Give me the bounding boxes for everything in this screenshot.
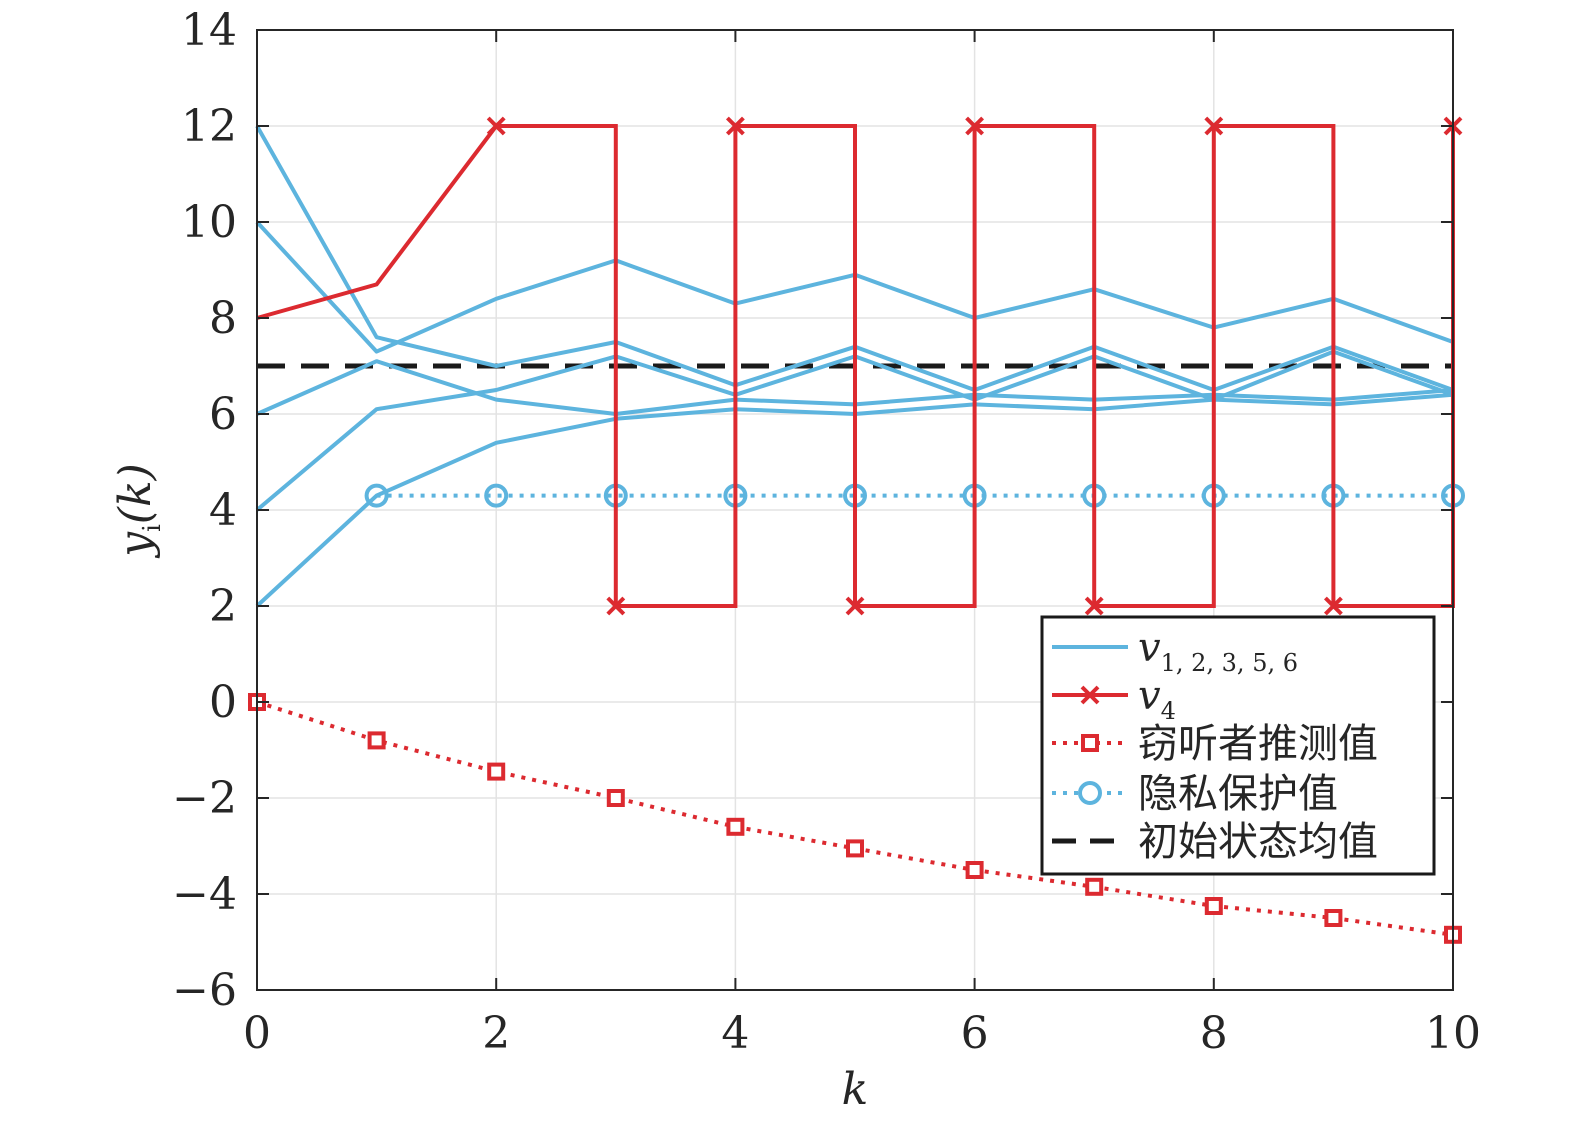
legend-marker (1080, 685, 1100, 705)
y-tick-label: −2 (172, 773, 237, 824)
attacker-series-line (256, 124, 1455, 608)
x-tick-label: 10 (1425, 1008, 1481, 1059)
y-tick-label: 14 (181, 5, 237, 56)
legend-label-sub: 4 (1161, 697, 1176, 725)
y-tick-label: 2 (209, 581, 237, 632)
legend-label: v4 (1138, 673, 1176, 725)
y-tick-label: 6 (209, 389, 237, 440)
attacker-point (1204, 116, 1224, 136)
y-tick-label: −6 (172, 965, 237, 1016)
attacker-point (845, 596, 865, 616)
legend-label: v1, 2, 3, 5, 6 (1138, 625, 1298, 677)
legend-item-attacker: v4 (1052, 673, 1176, 725)
x-tick-label: 2 (482, 1008, 510, 1059)
y-tick-label: 12 (181, 101, 237, 152)
svg-text:yi(k): yi(k) (110, 463, 166, 559)
legend-label-main: v (1138, 625, 1161, 671)
attacker-marker-stroke (1323, 596, 1343, 616)
eavesdropper-point (846, 839, 864, 858)
y-axis-label: yi(k) (110, 463, 166, 559)
axis-ticks: 0 2 4 6 8 10 −6 −4 −2 0 2 4 6 8 10 12 14 (172, 5, 1481, 1059)
y-tick-label: 10 (181, 197, 237, 248)
attacker-point (1084, 596, 1104, 616)
y-axis-label-sub: i (138, 524, 166, 532)
legend-marker (1081, 734, 1099, 752)
attacker-point (486, 116, 506, 136)
privacy-point (364, 483, 389, 508)
privacy-point (484, 483, 509, 508)
x-tick-label: 6 (961, 1008, 989, 1059)
y-tick-label: 0 (209, 677, 237, 728)
y-tick-label: 8 (209, 293, 237, 344)
legend-label: 窃听者推测值 (1138, 721, 1378, 767)
legend-label-sub: 1, 2, 3, 5, 6 (1161, 649, 1298, 677)
legend-marker (1078, 781, 1102, 805)
attacker-marker-stroke (606, 596, 626, 616)
legend-item-eavesdropper: 窃听者推测值 (1052, 721, 1378, 767)
legend-label: 隐私保护值 (1138, 771, 1338, 817)
attacker-marker-stroke (845, 596, 865, 616)
attacker-point (1323, 596, 1343, 616)
eavesdropper-point (367, 731, 386, 750)
legend-item-mean: 初始状态均值 (1052, 819, 1378, 865)
x-tick-label: 4 (721, 1008, 749, 1059)
attacker-point (725, 116, 745, 136)
eavesdropper-point (965, 861, 984, 879)
attacker-point (606, 596, 626, 616)
legend-item-privacy: 隐私保护值 (1052, 771, 1338, 817)
attacker-marker-stroke (725, 116, 745, 136)
legend-label: 初始状态均值 (1138, 819, 1378, 865)
x-axis-label: k (842, 1064, 869, 1115)
attacker-point (965, 116, 985, 136)
eavesdropper-point (1324, 909, 1343, 927)
x-tick-label: 0 (243, 1008, 271, 1059)
y-axis-label-main: y (110, 531, 161, 559)
eavesdropper-point (1204, 897, 1223, 915)
y-tick-label: 4 (209, 485, 237, 536)
plot-series (248, 116, 1465, 944)
y-tick-label: −4 (172, 869, 237, 920)
attacker-marker-stroke (486, 116, 506, 136)
eavesdropper-point (726, 817, 745, 836)
attacker-marker-stroke (1204, 116, 1224, 136)
legend-box (1040, 615, 1436, 876)
legend-item-normal: v1, 2, 3, 5, 6 (1052, 625, 1298, 677)
x-tick-label: 8 (1200, 1008, 1228, 1059)
attacker-marker-stroke (1084, 596, 1104, 616)
y-axis-label-arg: (k) (110, 463, 161, 524)
eavesdropper-point (487, 762, 506, 781)
attacker-marker-stroke (965, 116, 985, 136)
legend-label-main: v (1138, 673, 1161, 719)
eavesdropper-point (606, 789, 625, 807)
eavesdropper-point (1085, 877, 1104, 896)
